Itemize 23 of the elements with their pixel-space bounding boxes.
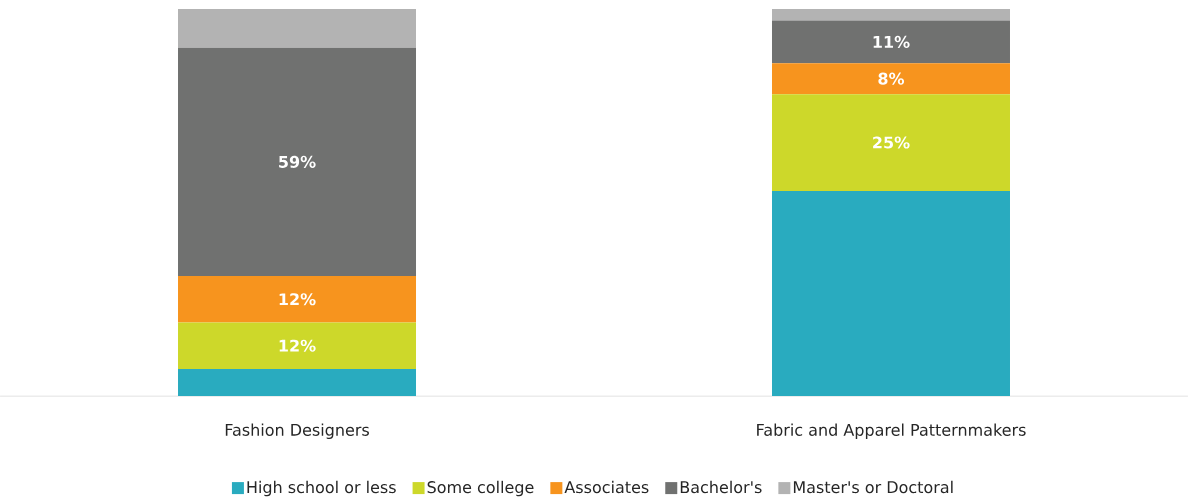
legend-label: Associates: [564, 480, 649, 494]
x-tick-label: Fashion Designers: [225, 423, 369, 439]
legend-label: Master's or Doctoral: [793, 480, 953, 494]
legend-label: Some college: [427, 480, 534, 497]
data-label: 8%: [878, 72, 905, 85]
data-label: 12%: [279, 293, 316, 306]
bar: [772, 190, 1010, 396]
data-label: 25%: [873, 136, 910, 149]
bar: [178, 8, 417, 48]
legend-label: High school or less: [247, 480, 396, 497]
x-tick-label: Fabric and Apparel Patternmakers: [757, 423, 1026, 439]
legend-label: Bachelor's: [680, 480, 762, 494]
bar: [772, 94, 1010, 191]
bar: [772, 8, 1010, 21]
bar: [772, 20, 1010, 64]
bar: [178, 47, 417, 277]
bar: [178, 368, 417, 396]
data-label: 59%: [279, 155, 316, 168]
bar: [772, 63, 1010, 95]
data-label: 12%: [279, 339, 316, 352]
data-label: 11%: [873, 35, 910, 48]
bar: [178, 276, 417, 323]
bar: [178, 322, 417, 369]
